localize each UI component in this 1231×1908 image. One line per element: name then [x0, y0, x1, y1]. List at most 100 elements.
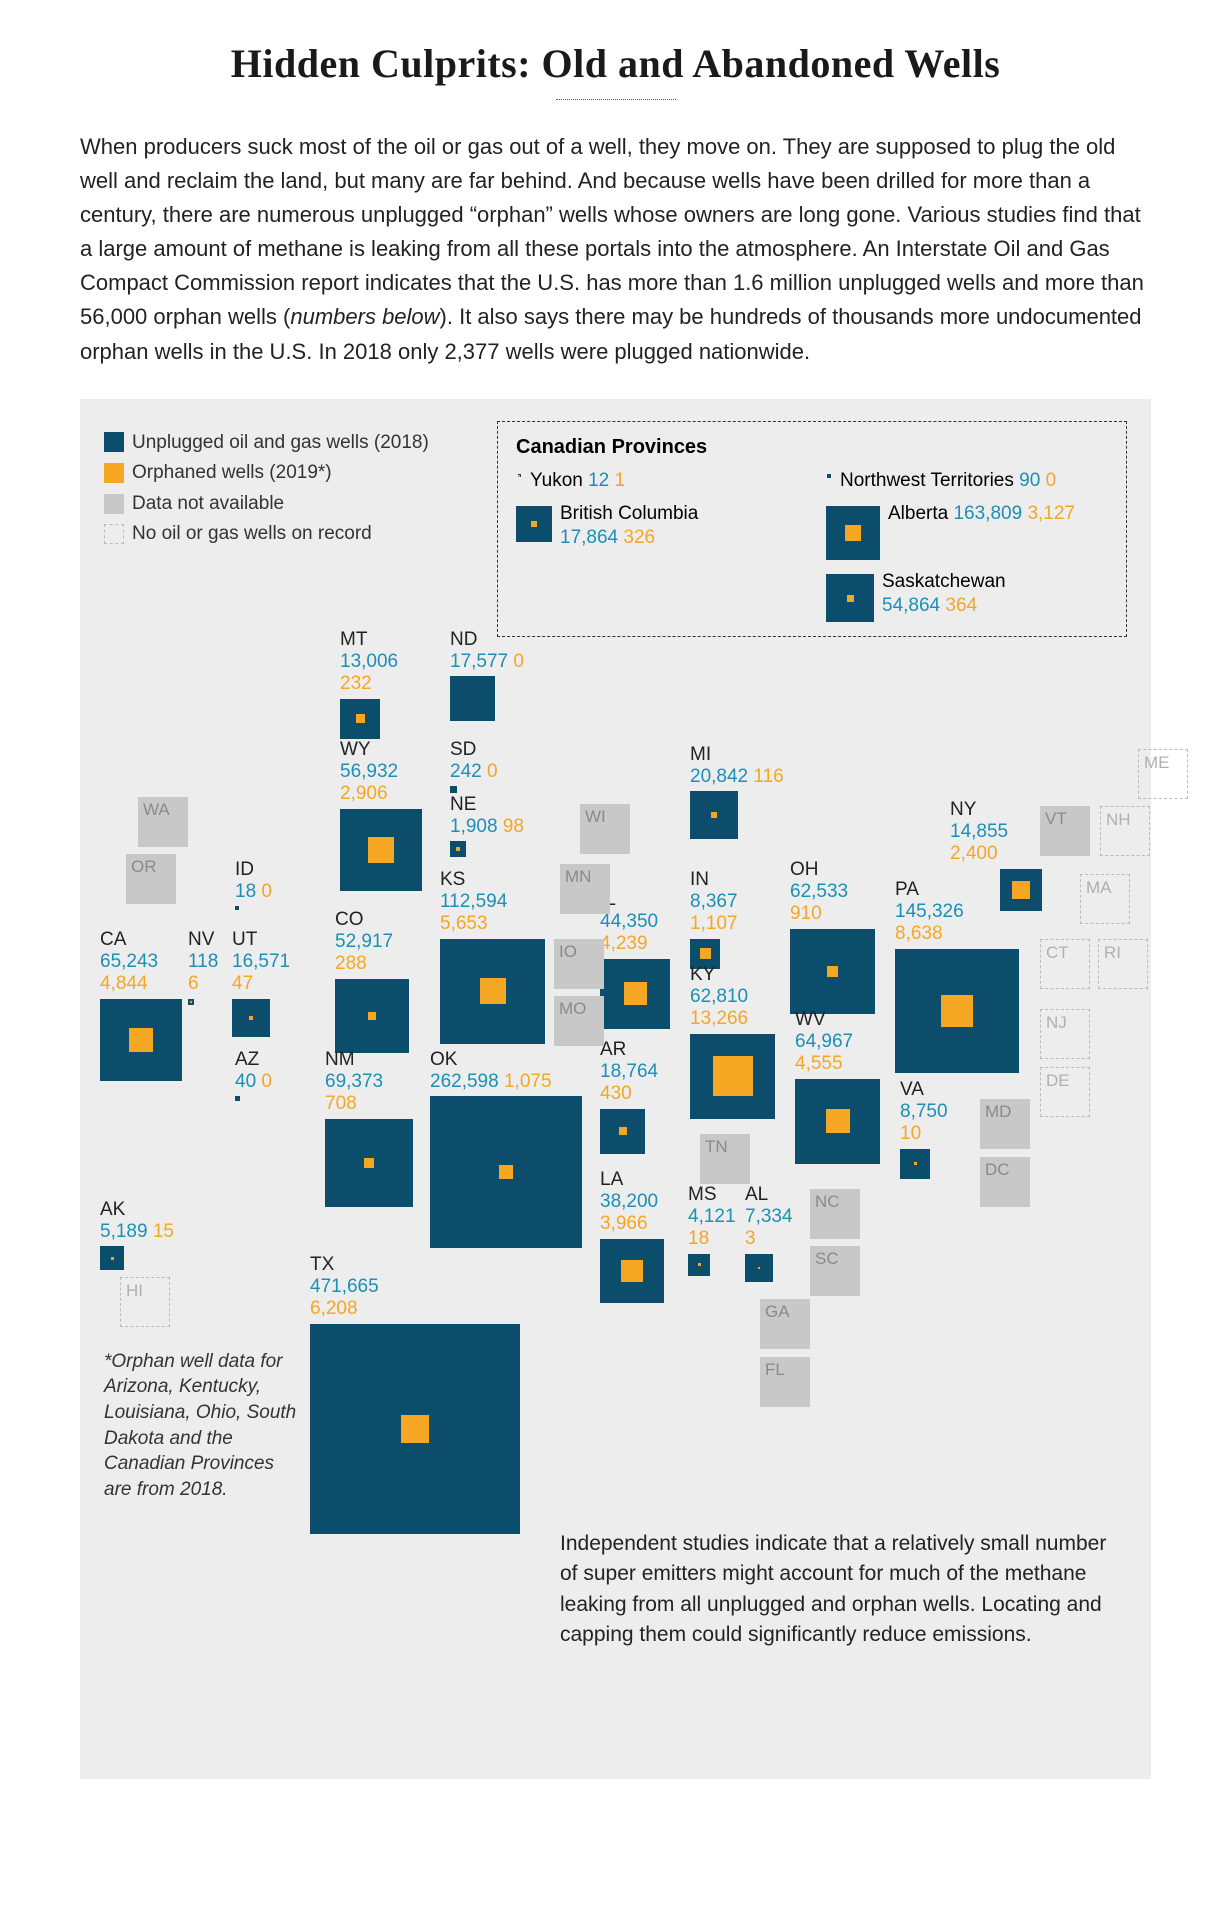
state-nodata-tile: DC — [980, 1157, 1030, 1207]
state-orphan: 10 — [900, 1123, 921, 1144]
state-tile: ND 17,577 0 — [450, 629, 524, 722]
state-orphan-square — [129, 1028, 153, 1052]
province-label: Yukon 12 1 — [530, 469, 625, 493]
state-orphan-square — [711, 812, 717, 818]
state-unplugged: 8,750 — [900, 1101, 948, 1122]
state-nowells-tile: ME — [1138, 749, 1188, 799]
state-nodata-tile: SC — [810, 1246, 860, 1296]
state-unplugged-square — [450, 676, 495, 721]
state-orphan-square — [368, 837, 394, 863]
province-orphan-square — [531, 521, 537, 527]
state-orphan: 3,966 — [600, 1213, 648, 1234]
legend-swatch-orphaned — [104, 463, 124, 483]
legend-label-nodata: Data not available — [132, 490, 284, 518]
state-orphan-square — [827, 966, 838, 977]
canada-province: Saskatchewan54,864 364 — [826, 570, 1108, 622]
state-nowells-tile: NH — [1100, 806, 1150, 856]
province-label: Northwest Territories 90 0 — [840, 469, 1056, 493]
state-code: WY — [340, 739, 371, 760]
state-unplugged: 242 — [450, 761, 482, 782]
state-unplugged: 38,200 — [600, 1191, 658, 1212]
legend-label-orphaned: Orphaned wells (2019*) — [132, 459, 332, 487]
state-orphan: 6,208 — [310, 1298, 358, 1319]
state-tile: OK 262,598 1,075 — [430, 1049, 582, 1249]
state-unplugged: 62,810 — [690, 986, 748, 1007]
legend-label-nowells: No oil or gas wells on record — [132, 520, 372, 548]
state-unplugged: 4,121 — [688, 1206, 736, 1227]
state-tile: MS 4,121 18 — [688, 1184, 736, 1276]
state-code: PA — [895, 879, 919, 900]
state-orphan: 3 — [745, 1228, 756, 1249]
state-tile: WV 64,967 4,555 — [795, 1009, 880, 1164]
legend-swatch-nowells — [104, 524, 124, 544]
canada-province: British Columbia17,864 326 — [516, 502, 798, 560]
province-orphan-square — [518, 475, 520, 477]
legend: Unplugged oil and gas wells (2018) Orpha… — [104, 429, 429, 551]
state-orphan: 910 — [790, 903, 822, 924]
state-orphan-square — [941, 995, 973, 1027]
state-tile: IL 44,350 4,239 — [600, 889, 670, 1029]
state-orphan: 6 — [188, 973, 199, 994]
state-orphan: 708 — [325, 1093, 357, 1114]
state-unplugged-square — [235, 906, 239, 910]
state-nodata-tile: MD — [980, 1099, 1030, 1149]
state-unplugged: 44,350 — [600, 911, 658, 932]
province-label: Saskatchewan54,864 364 — [882, 570, 1006, 618]
state-code: CA — [100, 929, 126, 950]
state-code: OH — [790, 859, 819, 880]
state-code: AK — [100, 1199, 125, 1220]
province-label: British Columbia17,864 326 — [560, 502, 698, 550]
state-code: NM — [325, 1049, 355, 1070]
state-tile: KY 62,810 13,266 — [690, 964, 775, 1119]
state-tile: SD 242 0 — [450, 739, 498, 794]
legend-orphaned: Orphaned wells (2019*) — [104, 459, 429, 487]
state-nodata-tile: MO — [554, 996, 604, 1046]
state-tile: TX 471,665 6,208 — [310, 1254, 520, 1534]
state-tile: VA 8,750 10 — [900, 1079, 948, 1179]
state-orphan: 13,266 — [690, 1008, 748, 1029]
canada-grid: Yukon 12 1 Northwest Territories 90 0 Brit… — [516, 469, 1108, 623]
state-code: TX — [310, 1254, 334, 1275]
state-tile: OH 62,533 910 — [790, 859, 875, 1014]
state-unplugged: 13,006 — [340, 651, 398, 672]
state-code: MI — [690, 744, 711, 765]
state-nodata-tile: OR — [126, 854, 176, 904]
province-label: Alberta 163,809 3,127 — [888, 502, 1075, 526]
province-unplugged-square — [827, 474, 831, 478]
state-orphan-square — [499, 1165, 513, 1179]
legend-nodata: Data not available — [104, 490, 429, 518]
state-nowells-tile: HI — [120, 1277, 170, 1327]
state-nowells-tile: MA — [1080, 874, 1130, 924]
page-title: Hidden Culprits: Old and Abandoned Wells — [80, 40, 1151, 87]
legend-label-unplugged: Unplugged oil and gas wells (2018) — [132, 429, 429, 457]
state-orphan: 0 — [513, 651, 524, 672]
state-code: WV — [795, 1009, 826, 1030]
state-tile: IN 8,367 1,107 — [690, 869, 738, 969]
state-unplugged: 65,243 — [100, 951, 158, 972]
state-orphan: 288 — [335, 953, 367, 974]
state-orphan: 232 — [340, 673, 372, 694]
state-orphan-square — [698, 1263, 701, 1266]
state-tile: AZ 40 0 — [235, 1049, 272, 1102]
state-unplugged: 69,373 — [325, 1071, 383, 1092]
state-orphan: 15 — [153, 1221, 174, 1242]
state-orphan: 18 — [688, 1228, 709, 1249]
state-tile: NM 69,373 708 — [325, 1049, 413, 1207]
state-orphan-square — [713, 1056, 753, 1096]
state-orphan-square — [111, 1257, 114, 1260]
legend-swatch-unplugged — [104, 432, 124, 452]
state-code: ND — [450, 629, 477, 650]
state-unplugged: 5,189 — [100, 1221, 148, 1242]
state-code: OK — [430, 1049, 457, 1070]
state-nodata-tile: FL — [760, 1357, 810, 1407]
state-unplugged: 112,594 — [440, 891, 507, 912]
state-code: MS — [688, 1184, 717, 1205]
state-orphan-square — [1012, 881, 1030, 899]
legend-swatch-nodata — [104, 494, 124, 514]
state-orphan-square — [758, 1267, 760, 1269]
state-unplugged: 14,855 — [950, 821, 1008, 842]
state-orphan-square — [700, 948, 711, 959]
state-orphan: 4,844 — [100, 973, 148, 994]
state-orphan-square — [914, 1162, 917, 1165]
state-orphan: 4,239 — [600, 933, 648, 954]
